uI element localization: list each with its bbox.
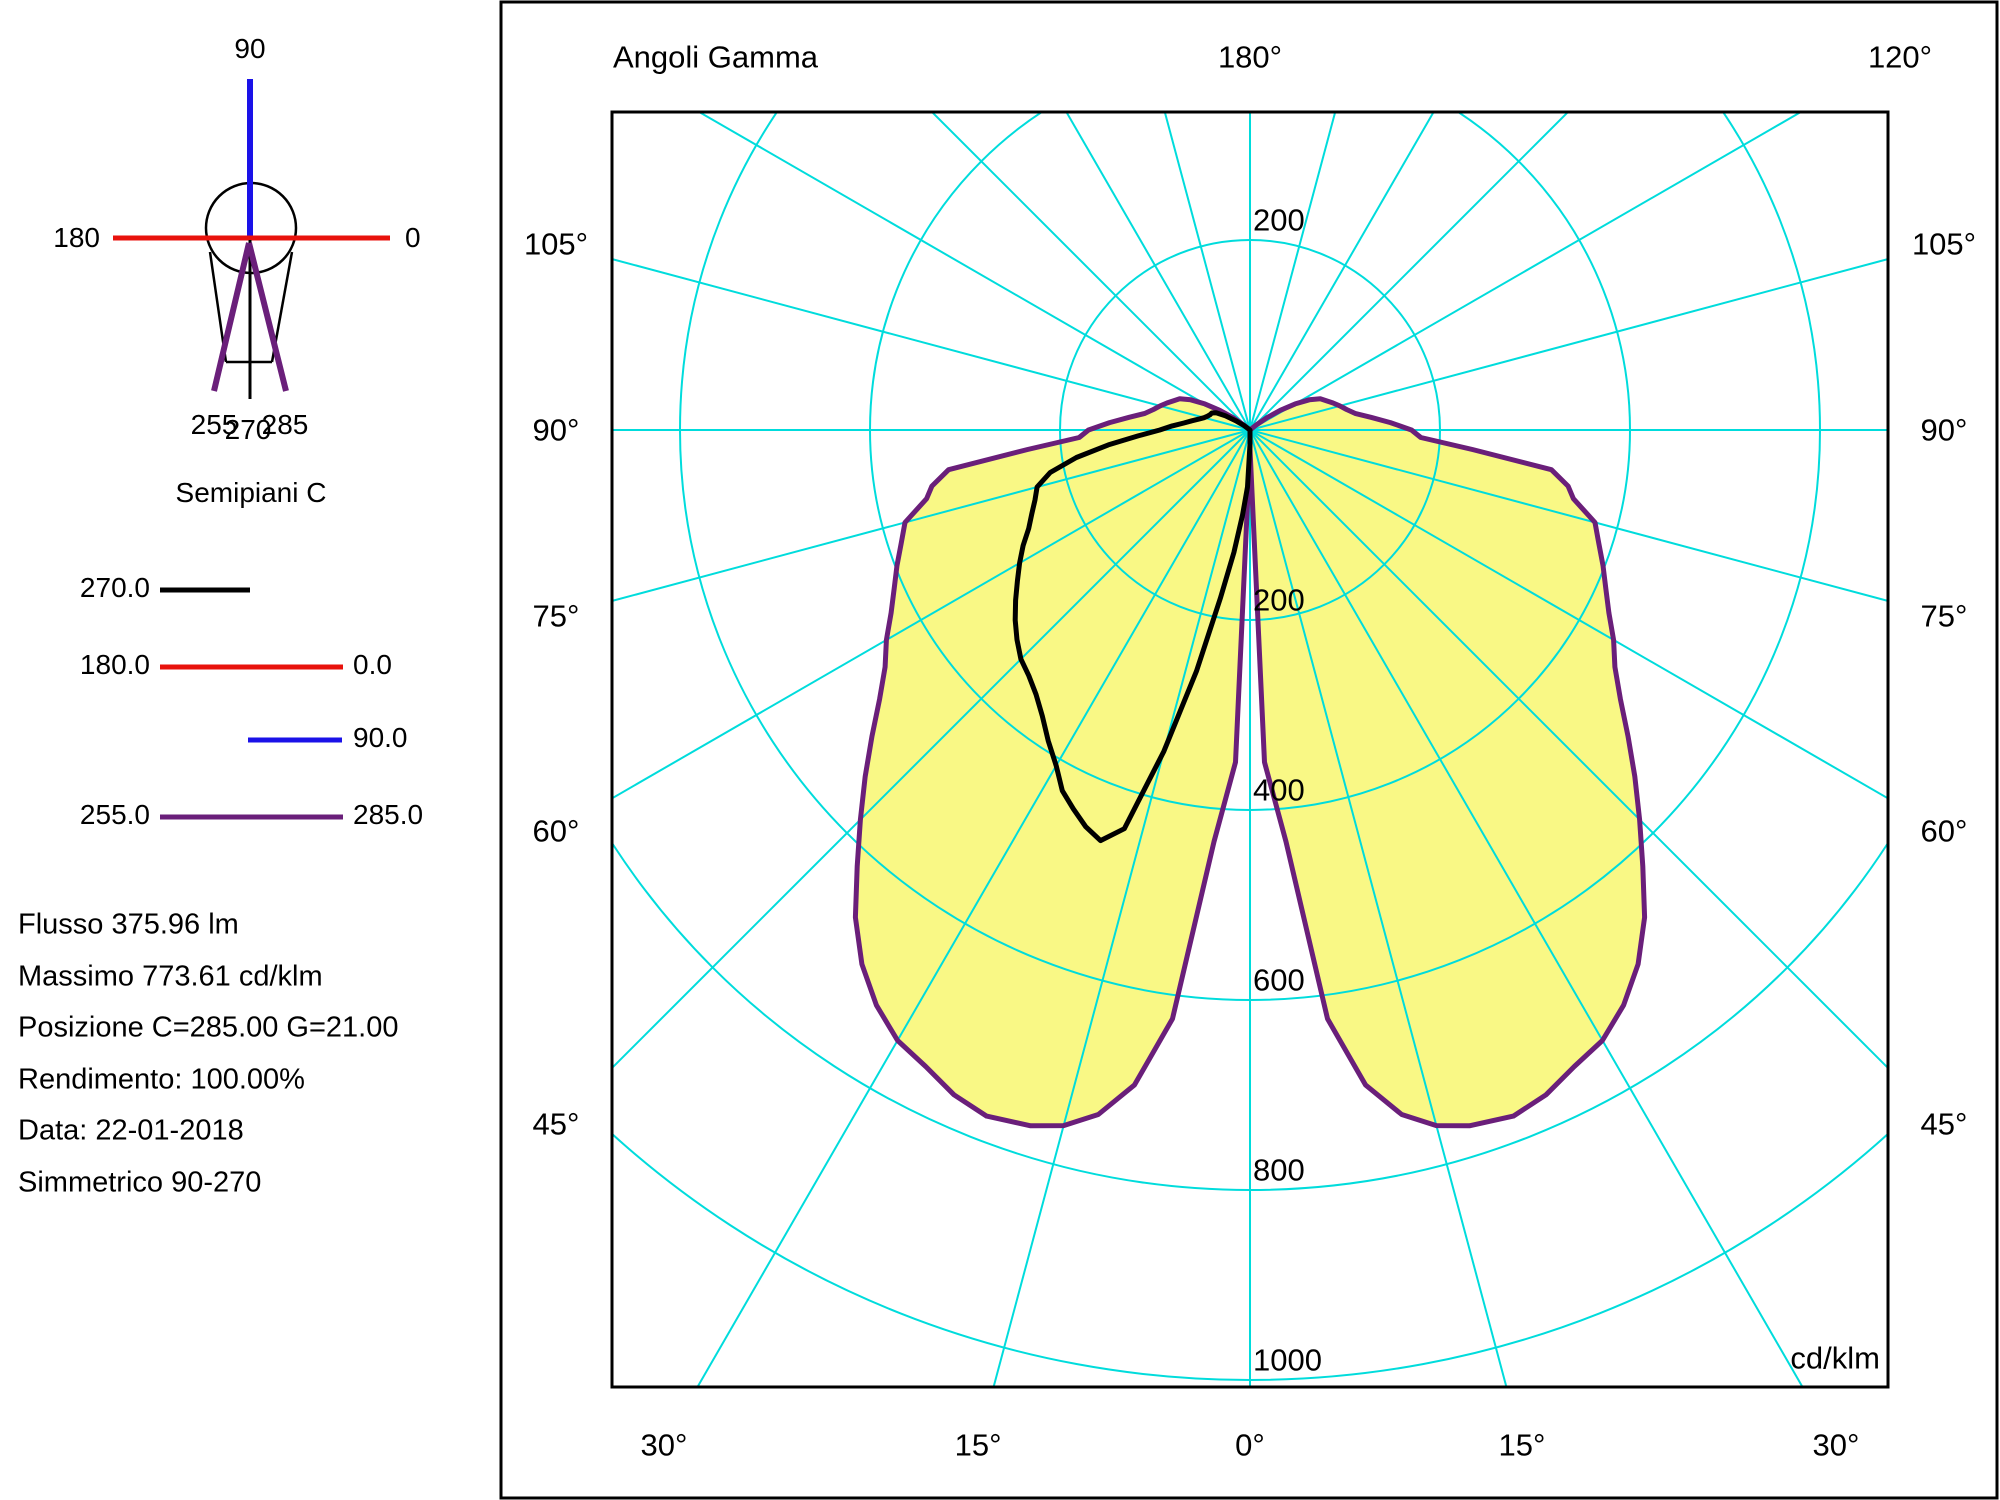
outer-frame bbox=[499, 0, 1999, 1500]
gamma-label-right: 90° bbox=[1920, 412, 1968, 448]
semipiani-title: Semipiani C bbox=[175, 477, 327, 508]
radial-line bbox=[696, 429, 1251, 1387]
radial-line bbox=[1249, 112, 1337, 431]
photometric-curve bbox=[1247, 396, 1648, 1129]
info-line: Posizione C=285.00 G=21.00 bbox=[18, 1011, 399, 1044]
gamma-label-right: 75° bbox=[1920, 598, 1968, 634]
legend-left-label: 270.0 bbox=[79, 572, 150, 603]
radial-line bbox=[1163, 112, 1251, 431]
gamma-label-left: 45° bbox=[532, 1106, 580, 1142]
info-line: Data: 22-01-2018 bbox=[18, 1114, 244, 1147]
gamma-label-left: 60° bbox=[532, 813, 580, 849]
symbol-label-270: 270 bbox=[224, 414, 272, 445]
radial-line bbox=[1065, 112, 1251, 431]
gamma-label-right: 105° bbox=[1911, 226, 1977, 262]
ring-value-label: 200 bbox=[1253, 582, 1305, 618]
gamma-label-bottom: 30° bbox=[640, 1427, 688, 1463]
info-line: Massimo 773.61 cd/klm bbox=[18, 960, 323, 993]
plot-border bbox=[610, 110, 1890, 1389]
symbol-label-255: 255 bbox=[190, 409, 238, 440]
info-line: Simmetrico 90-270 bbox=[18, 1166, 262, 1199]
radial-line bbox=[612, 258, 1251, 431]
gamma-label-120: 120° bbox=[1867, 39, 1933, 75]
radial-line bbox=[612, 429, 1251, 800]
ring-value-label: 800 bbox=[1253, 1152, 1305, 1188]
symbol-label-0: 0 bbox=[405, 222, 421, 253]
radial-line bbox=[1249, 429, 1888, 800]
radial-line bbox=[612, 429, 1251, 1070]
radial-line bbox=[1249, 429, 1508, 1387]
radial-line bbox=[697, 112, 1251, 431]
radial-line bbox=[1249, 112, 1570, 431]
radial-line bbox=[1249, 258, 1888, 431]
gamma-label-right: 45° bbox=[1920, 1106, 1968, 1142]
gamma-label-bottom: 15° bbox=[1498, 1427, 1546, 1463]
chart-title: Angoli Gamma bbox=[613, 39, 819, 75]
gamma-label-left: 75° bbox=[532, 598, 580, 634]
ring-value-label: 200 bbox=[1253, 202, 1305, 238]
gamma-label-bottom: 15° bbox=[954, 1427, 1002, 1463]
gamma-label-left: 105° bbox=[523, 226, 589, 262]
legend-left-label: 180.0 bbox=[79, 649, 150, 680]
radial-line bbox=[1249, 429, 1888, 602]
gamma-label-left: 90° bbox=[532, 412, 580, 448]
lobe-fill bbox=[1250, 398, 1645, 1126]
ring-value-label: 400 bbox=[1253, 772, 1305, 808]
radial-line bbox=[1249, 112, 1435, 431]
photometric-curve bbox=[1012, 410, 1253, 844]
radial-line bbox=[1249, 429, 1888, 1070]
unit-label: cd/klm bbox=[1790, 1340, 1880, 1376]
ring-value-label: 1000 bbox=[1253, 1342, 1322, 1378]
gamma-label-bottom: 30° bbox=[1812, 1427, 1860, 1463]
gamma-label-180: 180° bbox=[1217, 39, 1283, 75]
legend-right-label: 90.0 bbox=[353, 722, 408, 753]
photometric-curve bbox=[852, 396, 1253, 1129]
legend-left-label: 255.0 bbox=[79, 799, 150, 830]
symbol-label-180: 180 bbox=[53, 222, 100, 253]
symbol-label-285: 285 bbox=[261, 409, 309, 440]
info-line: Flusso 375.96 lm bbox=[18, 908, 239, 941]
gamma-label-right: 60° bbox=[1920, 813, 1968, 849]
legend-right-label: 0.0 bbox=[353, 649, 392, 680]
info-line: Rendimento: 100.00% bbox=[18, 1063, 305, 1096]
radial-line bbox=[930, 112, 1251, 431]
gamma-label-bottom: 0° bbox=[1235, 1427, 1265, 1463]
radial-line bbox=[1249, 112, 1803, 431]
radial-line bbox=[1249, 429, 1804, 1387]
legend-right-label: 285.0 bbox=[353, 799, 424, 830]
symbol-label-90: 90 bbox=[234, 33, 266, 64]
radial-line bbox=[992, 429, 1251, 1387]
radial-line bbox=[612, 429, 1251, 602]
semipiani-symbol bbox=[113, 79, 390, 399]
ring-value-label: 600 bbox=[1253, 962, 1305, 998]
curve-stroke-layer bbox=[852, 396, 1648, 1129]
